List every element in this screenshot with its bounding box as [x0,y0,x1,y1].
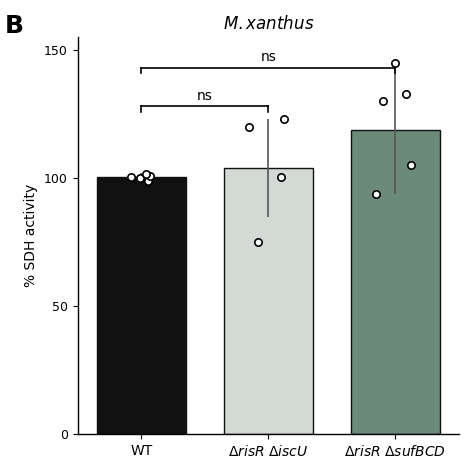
Bar [97,177,186,434]
Point [277,173,285,181]
Title: $\it{M. xanthus}$: $\it{M. xanthus}$ [223,15,314,33]
Text: B: B [5,14,24,38]
Point [255,238,262,246]
Point [145,177,152,184]
Point [402,90,410,98]
Text: ns: ns [197,89,213,103]
Point [379,98,386,105]
Point [407,162,414,169]
Bar [224,168,313,434]
Bar [351,129,440,434]
Point [246,123,253,131]
Point [280,116,287,123]
Point [146,172,154,180]
Point [127,173,135,181]
Y-axis label: % SDH activity: % SDH activity [25,184,38,287]
Text: ns: ns [260,50,276,64]
Point [373,190,380,197]
Point [392,59,399,67]
Point [142,171,150,178]
Point [136,174,144,182]
